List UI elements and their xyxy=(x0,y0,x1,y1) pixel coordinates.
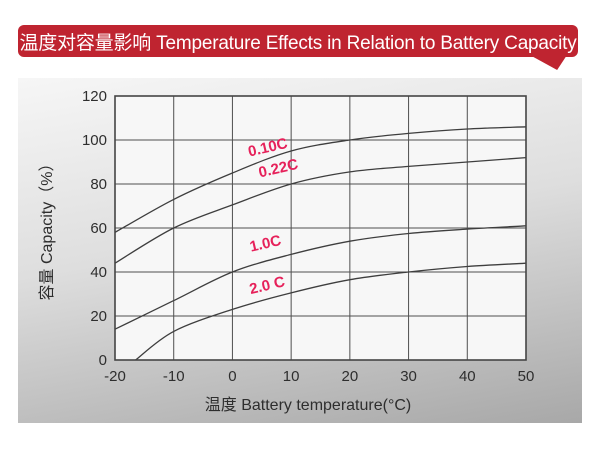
x-tick-label: 10 xyxy=(283,368,300,385)
y-tick-label: 120 xyxy=(82,88,107,105)
x-tick-label: 0 xyxy=(228,368,236,385)
y-tick-label: 60 xyxy=(90,220,107,237)
curve-1-0c xyxy=(114,225,527,330)
x-axis-title: 温度 Battery temperature(°C) xyxy=(205,396,411,414)
y-axis-title: 容量 Capacity（%） xyxy=(38,156,56,301)
figure-title: 温度对容量影响 Temperature Effects in Relation … xyxy=(19,32,577,54)
curve-0-10c xyxy=(114,126,527,233)
curve-2-0-c xyxy=(135,262,527,361)
plot-border xyxy=(114,95,527,361)
x-tick-label: -10 xyxy=(163,368,185,385)
y-tick-label: 0 xyxy=(99,352,107,369)
x-tick-label: 40 xyxy=(459,368,476,385)
y-tick-label: 40 xyxy=(90,264,107,281)
y-tick-label: 80 xyxy=(90,176,107,193)
title-banner: 温度对容量影响 Temperature Effects in Relation … xyxy=(18,25,578,57)
x-tick-label: 20 xyxy=(342,368,359,385)
x-tick-label: 50 xyxy=(518,368,535,385)
curve-label-1-0c: 1.0C xyxy=(248,232,283,256)
x-tick-label: -20 xyxy=(104,368,126,385)
curve-0-22c xyxy=(114,156,527,264)
y-tick-label: 20 xyxy=(90,308,107,325)
y-tick-label: 100 xyxy=(82,132,107,149)
x-tick-label: 30 xyxy=(400,368,417,385)
